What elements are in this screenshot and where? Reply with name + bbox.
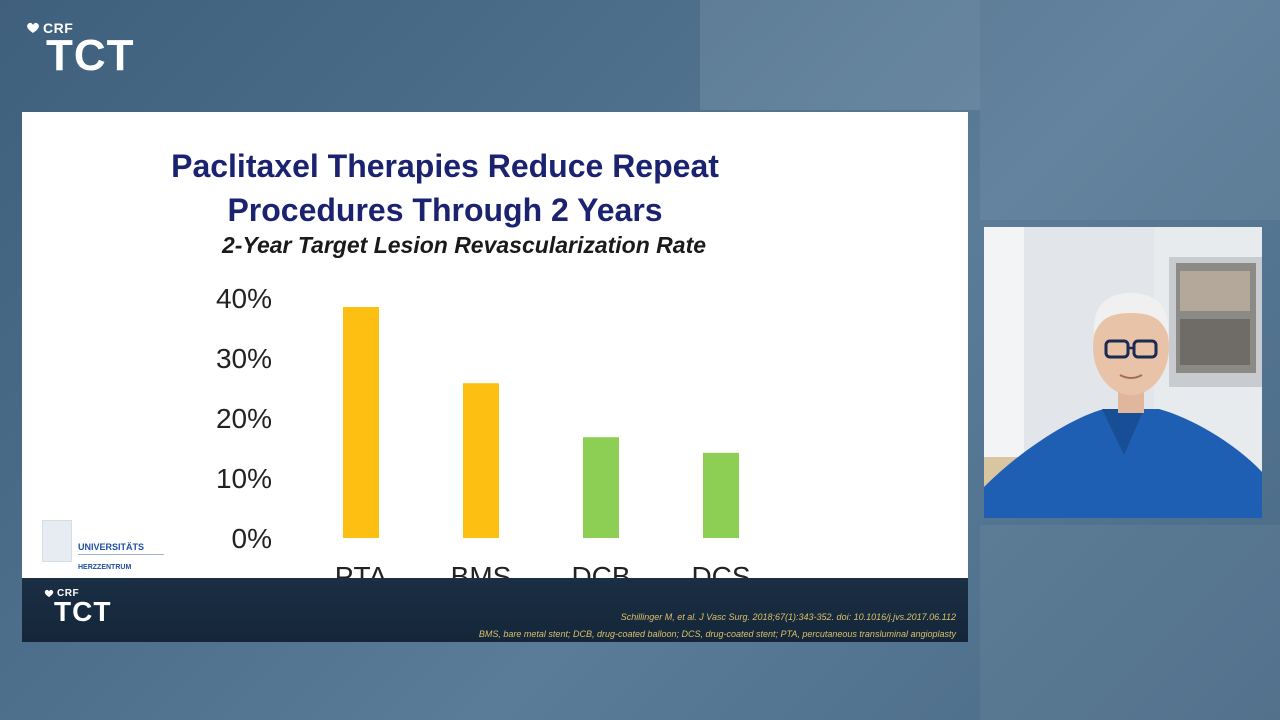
- heart-icon: [44, 589, 54, 598]
- presentation-slide: Paclitaxel Therapies Reduce Repeat Proce…: [22, 112, 968, 642]
- footer-crf-label: CRF: [44, 588, 111, 599]
- crf-label: CRF: [26, 20, 135, 36]
- logo-divider: [78, 554, 164, 555]
- slide-title-line2: Procedures Through 2 Years: [227, 192, 663, 228]
- background-tile: [980, 525, 1280, 720]
- crf-tct-logo: CRF TCT: [26, 20, 135, 78]
- presenter-webcam: [984, 227, 1262, 518]
- logo-line2: HERZZENTRUM: [78, 564, 132, 571]
- footer-crf-tct-logo: CRF TCT: [44, 588, 111, 626]
- slide-footer: CRF TCT Schillinger M, et al. J Vasc Sur…: [22, 578, 968, 642]
- footer-tct-text: TCT: [54, 596, 112, 627]
- footer-crf-text: CRF: [57, 588, 80, 599]
- tct-text: TCT: [46, 31, 135, 80]
- slide-title-line1: Paclitaxel Therapies Reduce Repeat: [171, 148, 719, 184]
- slide-title: Paclitaxel Therapies Reduce Repeat Proce…: [22, 144, 968, 232]
- x-tick-label: BMS: [451, 561, 512, 578]
- background-tile: [980, 0, 1280, 220]
- bar-pta: [343, 307, 379, 538]
- presenter-video: [984, 227, 1262, 518]
- university-heart-center-logo: UNIVERSITÄTS HERZZENTRUM: [42, 520, 182, 571]
- reference-citation: Schillinger M, et al. J Vasc Surg. 2018;…: [620, 612, 956, 622]
- logo-mark: [42, 520, 72, 562]
- bar-dcs: [703, 452, 739, 538]
- x-tick-label: PTA: [335, 561, 388, 578]
- background-tile: [700, 0, 980, 110]
- y-tick-label: 40%: [216, 283, 272, 314]
- logo-line1: UNIVERSITÄTS: [78, 542, 145, 552]
- bar-bms: [463, 383, 499, 538]
- y-tick-label: 10%: [216, 463, 272, 494]
- abbreviations-note: BMS, bare metal stent; DCB, drug-coated …: [478, 629, 956, 639]
- x-tick-label: DCS: [691, 561, 750, 578]
- heart-icon: [27, 22, 39, 33]
- bar-dcb: [583, 437, 619, 538]
- y-tick-label: 20%: [216, 403, 272, 434]
- x-tick-label: DCB: [571, 561, 630, 578]
- chart-subtitle: 2-Year Target Lesion Revascularization R…: [222, 232, 707, 258]
- crf-text: CRF: [43, 20, 74, 36]
- y-tick-label: 30%: [216, 343, 272, 374]
- bar-chart: 0% 10% 20% 30% 40% PTA BMS DCB DCS: [216, 283, 751, 578]
- y-tick-label: 0%: [232, 523, 272, 554]
